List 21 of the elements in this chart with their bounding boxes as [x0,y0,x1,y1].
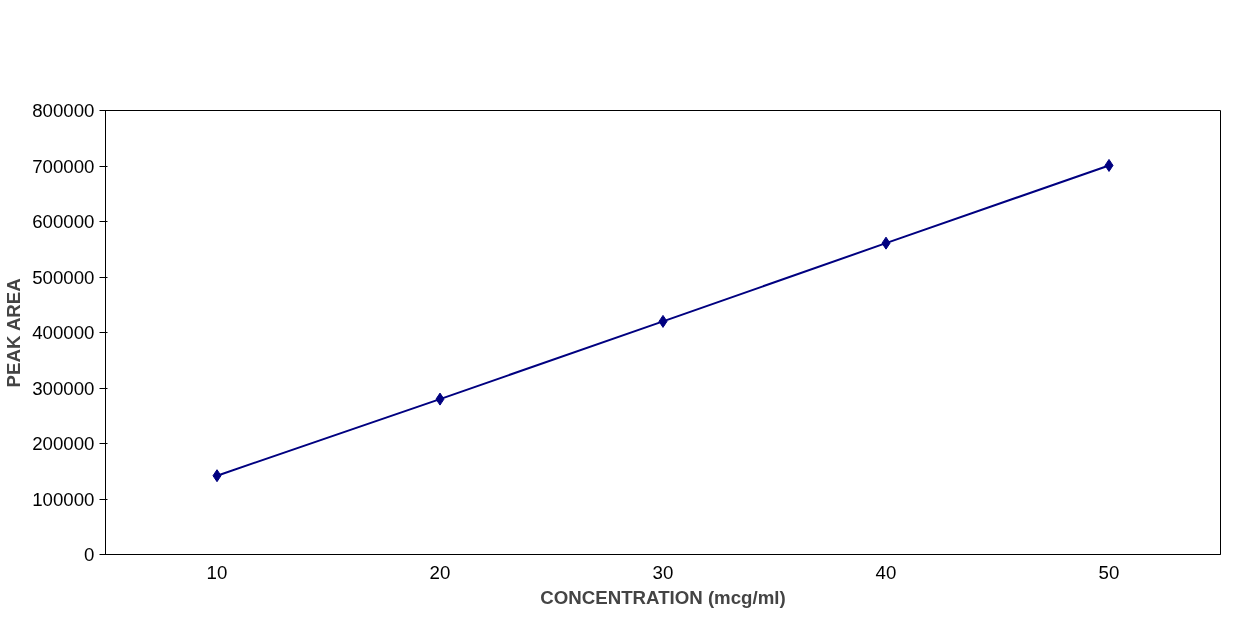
y-tick-label: 700000 [32,155,95,177]
y-tick-label: 100000 [32,488,95,510]
point [881,236,891,250]
y-tick-label: 500000 [32,266,95,288]
x-tick-label: 30 [652,561,674,583]
y-tick-label: 800000 [32,100,95,121]
y-tick-label: 600000 [32,211,95,232]
x-tick-label: 50 [1098,561,1120,583]
y-tick-label: 200000 [32,433,95,454]
x-tick-label: 10 [206,561,228,583]
point [1104,158,1114,172]
y-tick-label: 0 [84,544,95,565]
point [212,469,222,483]
x-tick-label: 20 [429,561,451,583]
y-tick-label: 400000 [32,322,95,343]
x-axis-title: CONCENTRATION (mcg/ml) [540,586,786,608]
point [658,314,668,328]
point [435,392,445,406]
y-axis-title: PEAK AREA [3,278,25,388]
x-tick-label: 40 [875,561,897,583]
y-tick-label: 300000 [32,377,95,399]
